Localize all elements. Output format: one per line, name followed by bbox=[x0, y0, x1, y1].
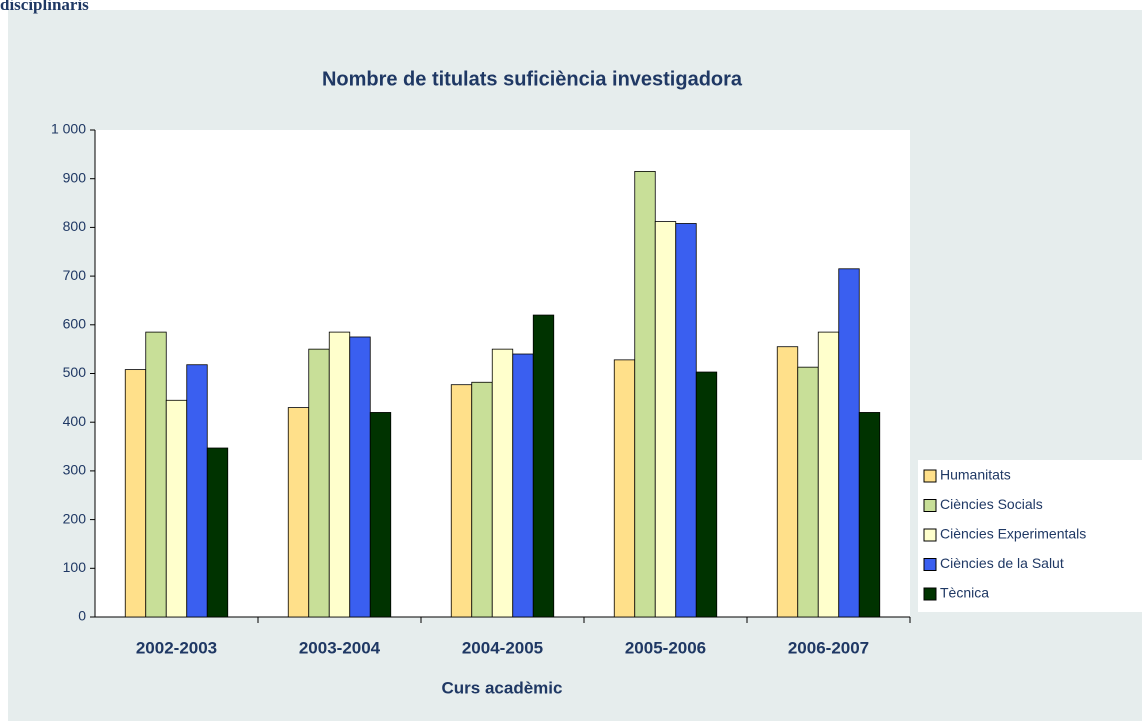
bar bbox=[858, 412, 881, 618]
chart-title: Nombre de titulats suficiència investiga… bbox=[322, 68, 743, 90]
y-tick-label: 500 bbox=[63, 364, 87, 380]
y-tick-label: 200 bbox=[63, 510, 87, 526]
bar bbox=[165, 399, 188, 618]
bar bbox=[186, 364, 208, 618]
bar bbox=[512, 353, 534, 618]
bar bbox=[308, 348, 330, 618]
bar bbox=[613, 359, 636, 618]
x-tick-label: 2006-2007 bbox=[788, 638, 869, 657]
bar bbox=[328, 331, 351, 618]
legend-swatch bbox=[923, 469, 937, 483]
legend-swatch bbox=[923, 528, 937, 542]
legend-swatch bbox=[923, 558, 937, 571]
bar bbox=[287, 407, 310, 618]
bar bbox=[471, 381, 493, 618]
y-tick-label: 400 bbox=[63, 413, 87, 429]
bar bbox=[491, 348, 514, 618]
y-tick-label: 600 bbox=[63, 316, 87, 332]
legend-label: Ciències de la Salut bbox=[940, 555, 1064, 571]
bar bbox=[124, 369, 147, 618]
legend-label: Ciències Experimentals bbox=[940, 526, 1086, 542]
bar bbox=[695, 371, 718, 618]
bar bbox=[145, 331, 167, 618]
legend-swatch bbox=[923, 499, 937, 512]
bar bbox=[206, 447, 229, 618]
heading: disciplinaris bbox=[0, 0, 89, 14]
bar bbox=[349, 336, 371, 618]
bar bbox=[817, 331, 840, 618]
x-axis-label: Curs acadèmic bbox=[442, 678, 563, 697]
bar bbox=[838, 268, 860, 618]
y-tick-label: 0 bbox=[78, 608, 86, 624]
legend-label: Tècnica bbox=[940, 585, 989, 601]
x-tick-label: 2004-2005 bbox=[462, 638, 543, 657]
x-tick-label: 2002-2003 bbox=[136, 638, 217, 657]
x-tick-label: 2003-2004 bbox=[299, 638, 381, 657]
y-tick-label: 700 bbox=[63, 267, 87, 283]
bar bbox=[654, 221, 677, 618]
x-tick-label: 2005-2006 bbox=[625, 638, 706, 657]
bar bbox=[532, 314, 555, 618]
legend-label: Ciències Socials bbox=[940, 496, 1043, 512]
legend-label: Humanitats bbox=[940, 467, 1011, 483]
y-tick-label: 300 bbox=[63, 462, 87, 478]
legend bbox=[918, 460, 1142, 612]
bar bbox=[634, 170, 656, 618]
y-tick-label: 1 000 bbox=[51, 121, 86, 137]
legend-swatch bbox=[923, 587, 937, 601]
bar bbox=[797, 366, 819, 618]
bar bbox=[675, 223, 697, 618]
bar bbox=[776, 346, 799, 618]
bar bbox=[369, 412, 392, 618]
y-tick-label: 800 bbox=[63, 218, 87, 234]
bar bbox=[450, 384, 473, 618]
y-tick-label: 900 bbox=[63, 169, 87, 185]
y-tick-label: 100 bbox=[63, 559, 87, 575]
